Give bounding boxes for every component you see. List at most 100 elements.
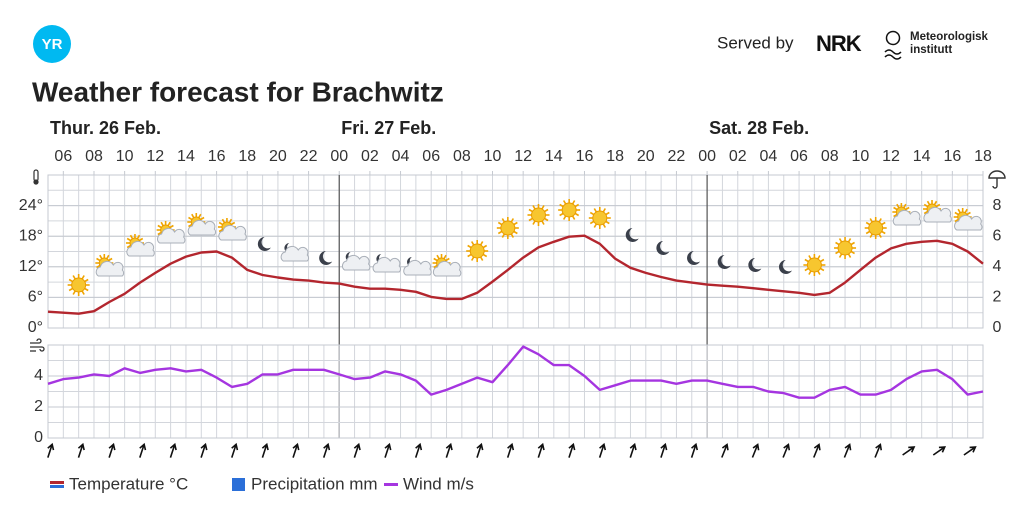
sun-ray	[541, 205, 545, 210]
sun-ray	[510, 233, 515, 238]
sun-ray	[589, 220, 595, 225]
sun-ray	[532, 205, 536, 210]
sun-ray	[81, 290, 85, 295]
sun-ray	[562, 200, 567, 205]
y2-tick-label: 8	[993, 197, 1002, 214]
sun-ray	[838, 253, 843, 258]
sun-ray	[865, 221, 871, 226]
sun-ray	[865, 230, 871, 235]
legend-label: Wind m/s	[403, 474, 474, 493]
weather-symbol	[748, 258, 762, 272]
met-icon	[885, 30, 901, 46]
served-by: Served by	[717, 33, 794, 52]
moon	[748, 258, 762, 272]
sun-ray	[198, 213, 202, 219]
sun-ray	[188, 223, 193, 228]
sun-ray	[167, 221, 171, 227]
x-tick-label: 04	[760, 148, 778, 165]
sun-ray	[541, 220, 545, 225]
sun-ray	[228, 218, 233, 224]
logo: YR	[42, 36, 63, 53]
wind-arrow	[139, 442, 147, 458]
moon	[778, 260, 793, 274]
wind-arrow	[108, 442, 116, 458]
sun-ray	[106, 254, 110, 260]
sun-ray	[99, 254, 103, 260]
sun-ray	[218, 221, 224, 226]
sun-ray	[869, 218, 873, 223]
weather-symbol	[125, 234, 155, 257]
sun-ray	[605, 211, 610, 216]
x-tick-label: 04	[392, 148, 410, 165]
x-tick-label: 22	[300, 148, 318, 165]
weather-symbol	[187, 213, 217, 236]
moon	[625, 228, 639, 242]
sun-ray	[96, 257, 101, 262]
sun	[469, 243, 485, 259]
sun-ray	[923, 203, 929, 208]
sun-ray	[126, 244, 132, 249]
cloud	[923, 206, 952, 223]
sun	[806, 257, 822, 273]
x-tick-label: 08	[453, 148, 471, 165]
sun-ray	[479, 241, 484, 246]
sun-ray	[893, 213, 898, 218]
sun-ray	[470, 241, 475, 246]
sun-ray	[850, 241, 855, 246]
weather-symbol	[717, 255, 731, 269]
weather-symbol	[217, 218, 247, 241]
sun-ray	[136, 234, 141, 240]
sun-ray	[593, 223, 597, 228]
wind-arrow	[660, 442, 668, 458]
cloud	[187, 219, 217, 236]
sun	[592, 210, 608, 226]
legend-label: Temperature °C	[69, 474, 188, 493]
weather-symbol	[466, 240, 489, 262]
sun-ray	[532, 220, 536, 225]
sun-ray	[562, 215, 567, 220]
wind-arrow	[353, 442, 361, 458]
sun-ray	[497, 221, 503, 226]
moon	[257, 237, 271, 251]
sun-ray	[501, 218, 506, 223]
weather-symbol	[257, 237, 271, 251]
wind-arrow	[902, 446, 916, 456]
y-tick-label: 24°	[19, 197, 43, 214]
sun-ray	[72, 290, 76, 295]
met-waves	[884, 49, 902, 60]
sun-ray	[436, 254, 440, 260]
sun-ray	[835, 250, 840, 255]
wind-arrow	[231, 442, 239, 458]
wind-arrow	[568, 442, 576, 458]
x-tick-label: 00	[330, 148, 348, 165]
sun-ray	[528, 217, 533, 222]
sun-ray	[169, 224, 174, 229]
sun-ray	[896, 203, 900, 209]
weather-symbol	[496, 217, 519, 239]
y-tick-label: 4	[34, 367, 43, 384]
sun-ray	[835, 241, 840, 246]
met-name: institutt	[910, 44, 952, 56]
x-tick-label: 22	[668, 148, 686, 165]
y2-tick-label: 0	[993, 319, 1002, 336]
x-tick-label: 06	[54, 148, 72, 165]
weather-symbol	[280, 243, 310, 262]
moon	[319, 251, 333, 265]
sun-ray	[467, 244, 472, 249]
umbrella-icon	[988, 170, 1006, 189]
weather-symbol	[923, 200, 952, 223]
y2-tick-label: 4	[993, 258, 1002, 275]
sun-ray	[443, 254, 447, 260]
weather-symbol	[558, 199, 581, 221]
sun	[530, 207, 546, 223]
sun-ray	[513, 230, 518, 235]
sun-ray	[482, 253, 488, 258]
sun-ray	[935, 203, 941, 208]
sun-ray	[559, 212, 564, 217]
sun-ray	[200, 216, 205, 221]
sun-ray	[602, 223, 606, 228]
sun-ray	[817, 270, 821, 275]
cloud	[372, 256, 402, 273]
wind-arrow	[476, 442, 484, 458]
